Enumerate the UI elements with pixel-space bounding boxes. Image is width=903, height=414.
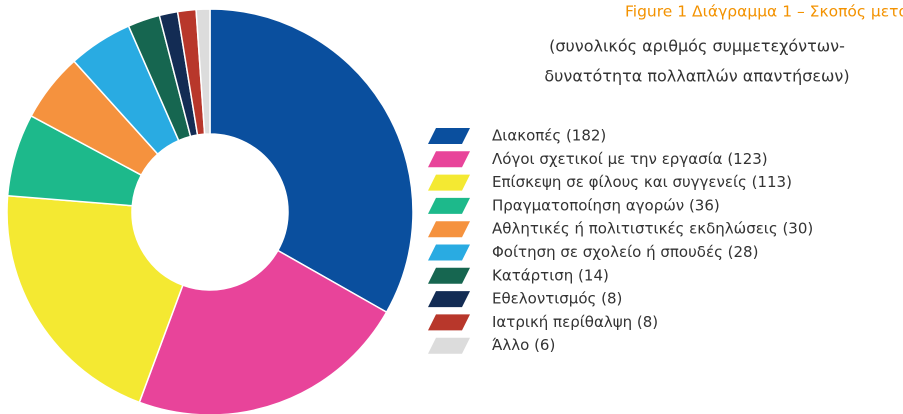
legend-label: Λόγοι σχετικοί με την εργασία (123) <box>492 150 768 168</box>
legend-marker <box>428 174 470 191</box>
pie-slice <box>209 8 414 314</box>
legend-marker <box>428 151 470 168</box>
legend-marker <box>428 314 470 331</box>
chart-title: Figure 1 Διάγραμμα 1 – Σκοπός μετακίνηση… <box>625 3 903 21</box>
legend-label: Διακοπές (182) <box>492 127 606 145</box>
legend-marker <box>428 244 470 261</box>
pie-slice <box>195 8 211 135</box>
legend-label: Εθελοντισμός (8) <box>492 290 622 308</box>
legend-marker <box>428 197 470 214</box>
legend-label: Φοίτηση σε σχολείο ή σπουδές (28) <box>492 243 758 261</box>
legend-marker <box>428 221 470 238</box>
legend-label: Επίσκεψη σε φίλους και συγγενείς (113) <box>492 173 792 191</box>
chart-subtitle: (συνολικός αριθμός συμμετεχόντων- <box>549 37 845 56</box>
legend-marker <box>428 291 470 308</box>
legend-marker <box>428 337 470 354</box>
chart-subtitle: δυνατότητα πολλαπλών απαντήσεων) <box>544 67 849 86</box>
legend-marker <box>428 267 470 284</box>
legend-label: Αθλητικές ή πολιτιστικές εκδηλώσεις (30) <box>492 220 813 238</box>
legend-marker <box>428 128 470 144</box>
legend-label: Πραγματοποίηση αγορών (36) <box>492 196 720 214</box>
pie-slice <box>6 194 184 404</box>
legend-label: Άλλο (6) <box>492 336 555 354</box>
legend-label: Ιατρική περίθαλψη (8) <box>492 313 658 331</box>
legend-label: Κατάρτιση (14) <box>492 266 609 284</box>
pie-slice <box>138 249 388 414</box>
